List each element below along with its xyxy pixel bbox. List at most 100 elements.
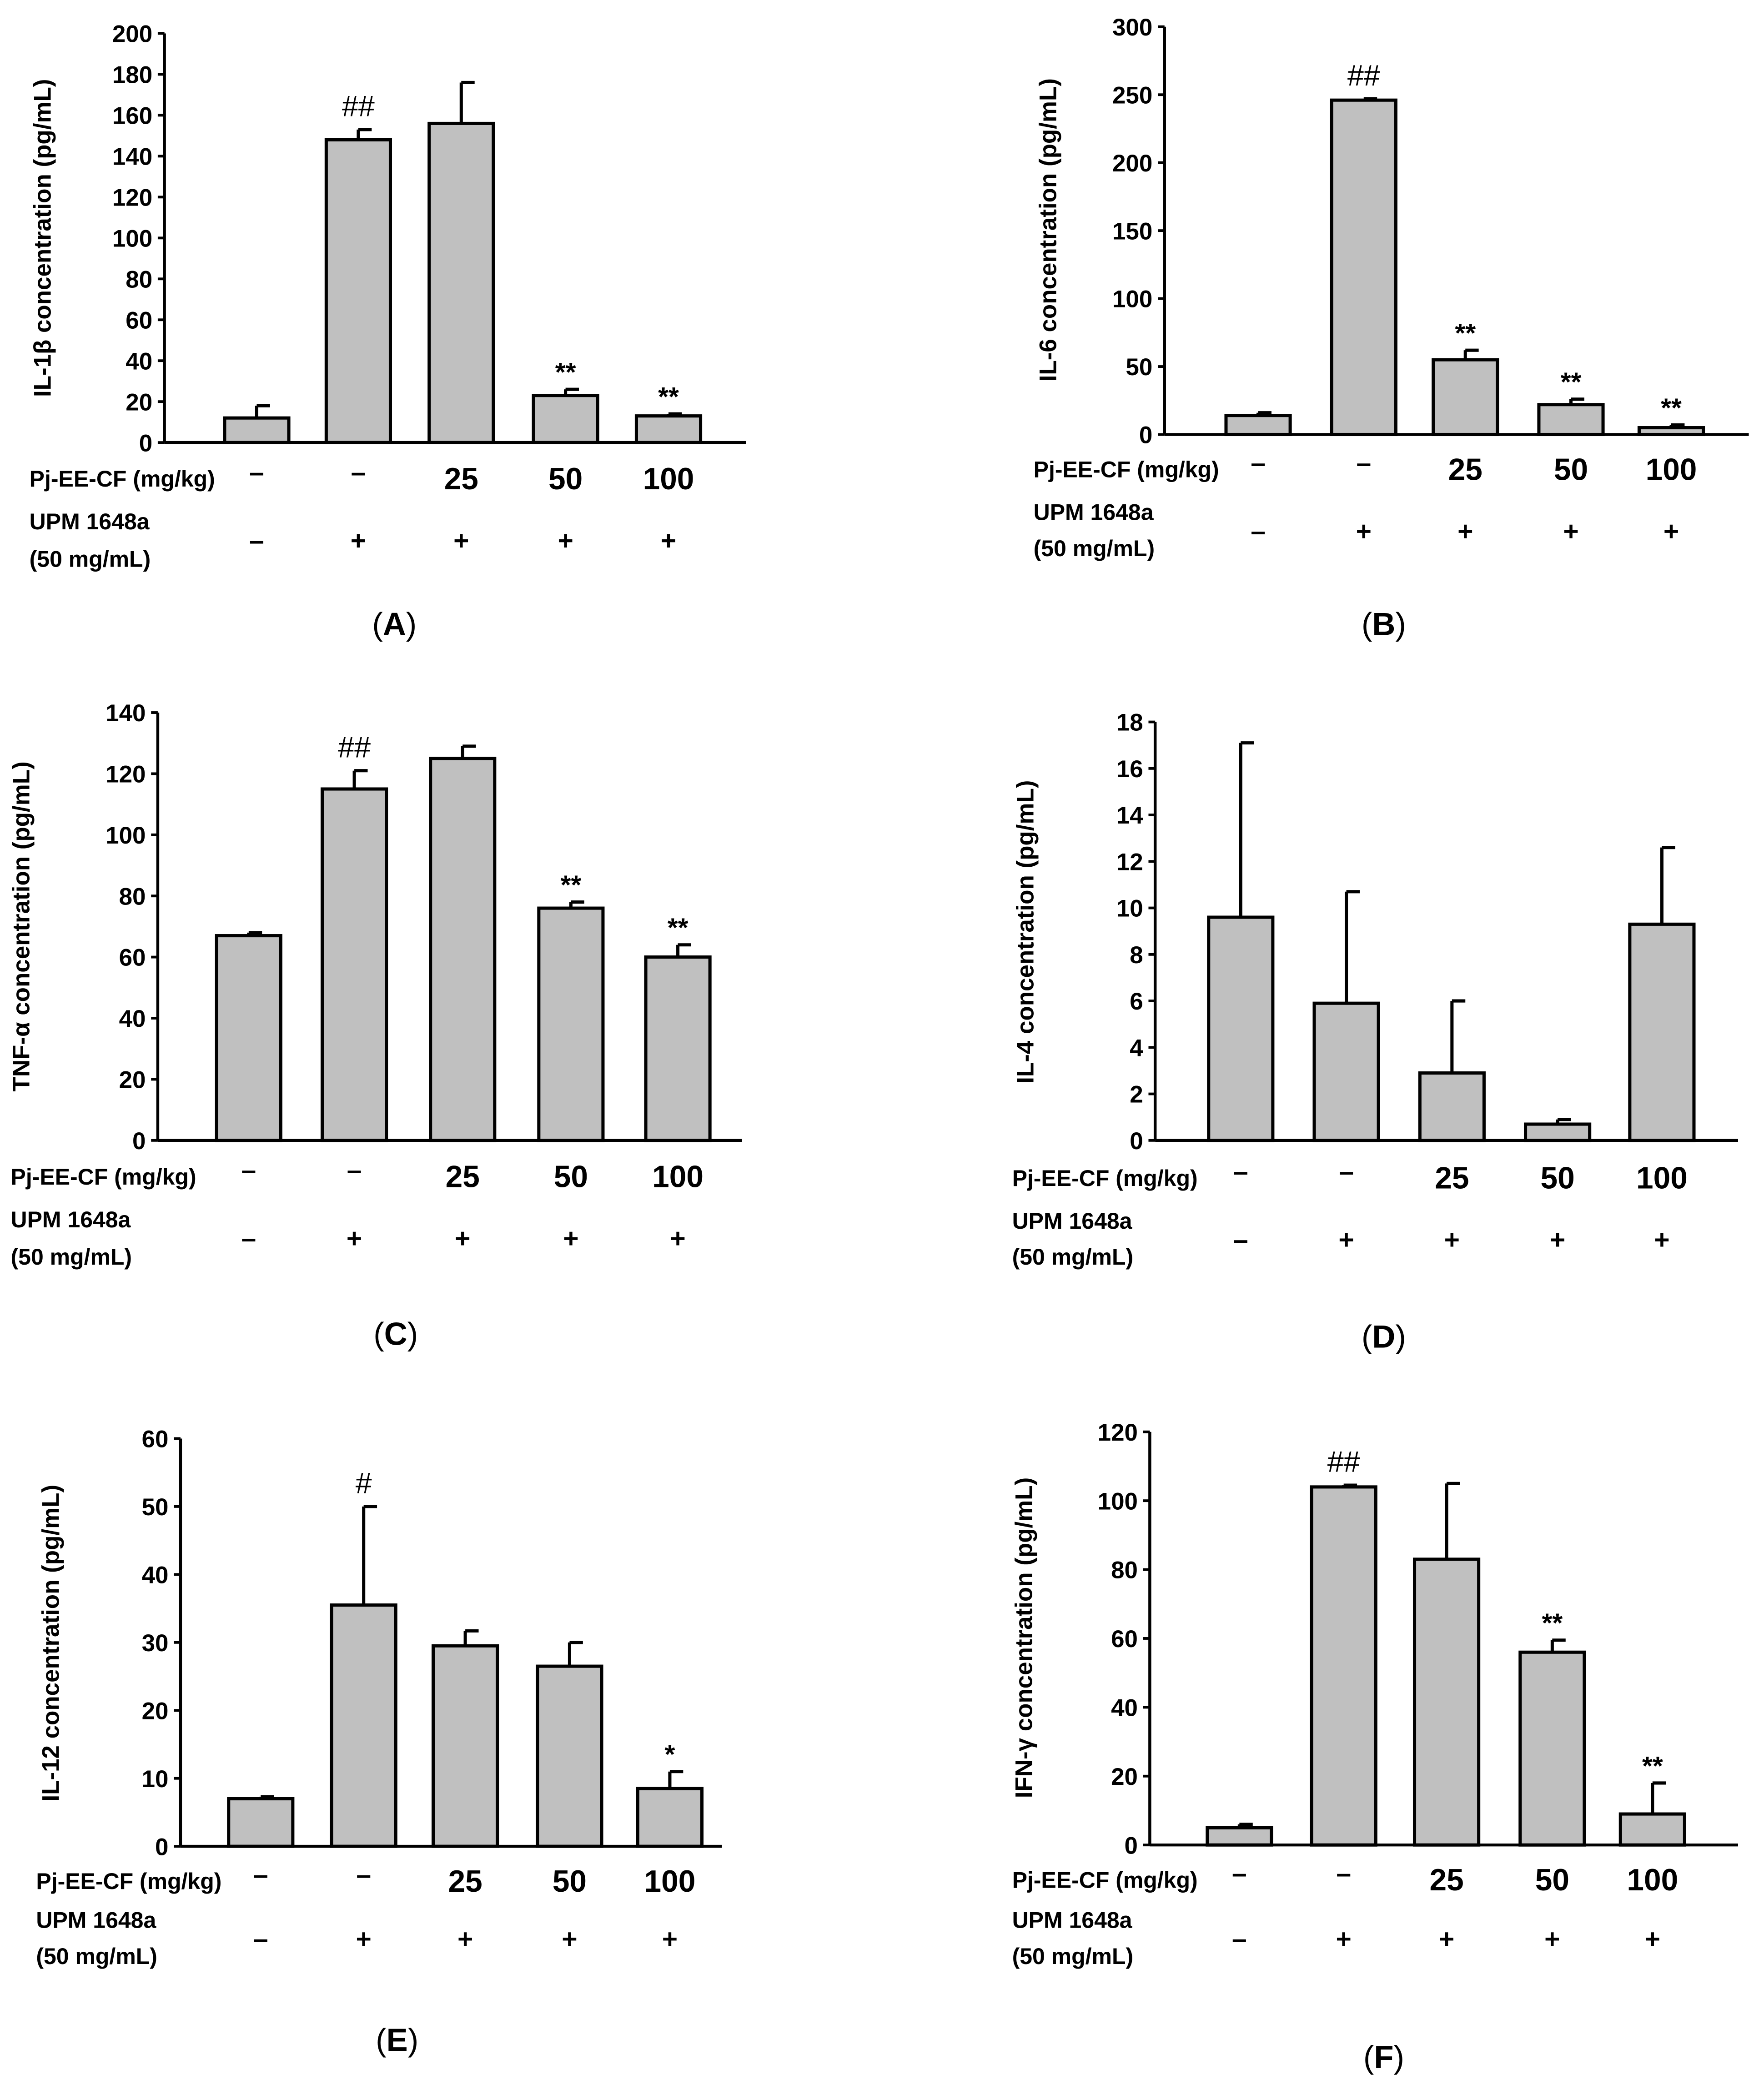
y-tick-label: 200 — [112, 21, 152, 48]
upm-row-label: UPM 1648a — [30, 509, 150, 534]
y-tick-label: 300 — [1112, 14, 1152, 41]
significance-hash: ## — [1327, 1445, 1360, 1478]
significance-star: ** — [560, 870, 581, 900]
upm-row-label-dose: (50 mg/mL) — [30, 547, 151, 572]
significance-star: ** — [668, 913, 689, 943]
treatment-row-label: Pj-EE-CF (mg/kg) — [1012, 1867, 1198, 1893]
dose-label: 100 — [643, 462, 694, 496]
treatment-row-label: Pj-EE-CF (mg/kg) — [30, 466, 215, 492]
dose-label: 25 — [1435, 1161, 1469, 1196]
upm-sign: – — [1251, 517, 1266, 546]
upm-row-label-dose: (50 mg/mL) — [1012, 1944, 1134, 1969]
upm-row-label: UPM 1648a — [36, 1907, 156, 1933]
significance-star: ** — [1542, 1608, 1563, 1638]
y-tick-label: 0 — [1125, 1832, 1138, 1859]
dose-label: 100 — [644, 1864, 696, 1899]
bar — [1518, 1650, 1586, 1847]
upm-sign: + — [1563, 517, 1578, 546]
y-tick-label: 60 — [1111, 1626, 1138, 1653]
significance-star: * — [664, 1740, 675, 1769]
significance-star: ** — [555, 358, 576, 387]
bar — [644, 955, 712, 1142]
dose-label: – — [356, 1860, 371, 1889]
dose-label: 50 — [1554, 452, 1588, 487]
y-tick-label: 40 — [119, 1005, 146, 1032]
panel-label: (B) — [1362, 606, 1406, 642]
bar — [1207, 915, 1275, 1142]
upm-sign: – — [241, 1224, 256, 1253]
upm-sign: + — [1338, 1225, 1354, 1255]
significance-star: ** — [1661, 393, 1682, 423]
y-tick-label: 50 — [1126, 354, 1152, 381]
upm-sign: – — [1233, 1225, 1248, 1255]
y-axis-label: IL-12 concentration (pg/mL) — [37, 1485, 64, 1802]
panel-label: (F) — [1363, 2039, 1404, 2075]
chart-panel-e: 0 10 20 30 40 50 60 IL-12 concentration (pg/mL)… — [36, 1426, 722, 2058]
dose-label: – — [1251, 448, 1266, 478]
y-tick-label: 8 — [1130, 942, 1143, 969]
upm-sign: + — [1444, 1225, 1460, 1255]
y-tick-label: 200 — [1112, 150, 1152, 177]
dose-label: 50 — [554, 1160, 588, 1194]
y-tick-label: 60 — [126, 307, 152, 334]
dose-label: 50 — [548, 462, 583, 496]
upm-sign: + — [661, 526, 676, 555]
y-tick-label: 20 — [1111, 1763, 1138, 1790]
significance-star: ** — [658, 382, 679, 412]
y-tick-label: 140 — [112, 144, 152, 171]
upm-sign: + — [1645, 1924, 1660, 1954]
upm-sign: + — [453, 526, 469, 555]
dose-label: – — [1339, 1157, 1354, 1186]
upm-sign: + — [1663, 517, 1679, 546]
upm-row-label-dose: (50 mg/mL) — [1034, 536, 1155, 561]
upm-row-label: UPM 1648a — [1034, 500, 1154, 525]
bar — [1330, 98, 1397, 437]
bar — [536, 1664, 603, 1848]
bar — [1628, 922, 1696, 1142]
upm-sign: + — [1336, 1924, 1352, 1954]
upm-sign: + — [457, 1924, 473, 1954]
y-axis-label: IL-4 concentration (pg/mL) — [1012, 780, 1039, 1084]
y-tick-label: 50 — [142, 1494, 169, 1521]
bar — [223, 416, 291, 444]
y-tick-label: 30 — [142, 1630, 169, 1657]
upm-sign: + — [558, 526, 573, 555]
panel-label: (A) — [372, 606, 417, 642]
y-tick-label: 10 — [142, 1766, 169, 1793]
significance-star: ** — [1455, 319, 1476, 348]
bar — [532, 394, 599, 444]
dose-label: 100 — [1646, 452, 1697, 487]
dose-label: 50 — [553, 1864, 587, 1899]
upm-sign: + — [347, 1224, 362, 1253]
y-tick-label: 80 — [1111, 1557, 1138, 1584]
y-tick-label: 150 — [1112, 218, 1152, 245]
upm-sign: – — [1232, 1924, 1247, 1954]
y-tick-label: 60 — [142, 1426, 169, 1453]
y-tick-label: 40 — [1111, 1694, 1138, 1721]
y-tick-label: 120 — [1098, 1419, 1138, 1446]
y-tick-label: 12 — [1116, 849, 1143, 875]
dose-label: 25 — [1448, 452, 1483, 487]
y-tick-label: 2 — [1130, 1081, 1143, 1108]
y-tick-label: 100 — [1098, 1488, 1138, 1515]
y-tick-label: 0 — [1139, 422, 1152, 449]
y-tick-label: 250 — [1112, 82, 1152, 109]
chart-panel-d: 0 2 4 6 8 10 12 14 16 18 IL-4 concentration (pg/mL… — [1012, 709, 1738, 1355]
bar — [636, 1787, 704, 1848]
bar — [1618, 1812, 1686, 1847]
panel-label: (D) — [1362, 1319, 1406, 1355]
y-tick-label: 20 — [142, 1698, 169, 1724]
y-tick-label: 40 — [142, 1562, 169, 1588]
chart-panel-a: 0 20 40 60 80 100 120 140 160 180 200 IL-1β concent… — [30, 21, 746, 642]
upm-sign: + — [662, 1924, 678, 1954]
bar — [1412, 1557, 1481, 1847]
y-tick-label: 80 — [126, 266, 152, 293]
y-tick-label: 0 — [132, 1128, 146, 1155]
chart-panel-b: 0 50 100 150 200 250 300 IL-6 concentration (pg… — [1034, 14, 1749, 642]
bar — [227, 1797, 295, 1848]
upm-sign: + — [1356, 517, 1372, 546]
dose-label: 100 — [1636, 1161, 1688, 1196]
y-tick-label: 120 — [112, 184, 152, 211]
treatment-row-label: Pj-EE-CF (mg/kg) — [36, 1869, 221, 1894]
